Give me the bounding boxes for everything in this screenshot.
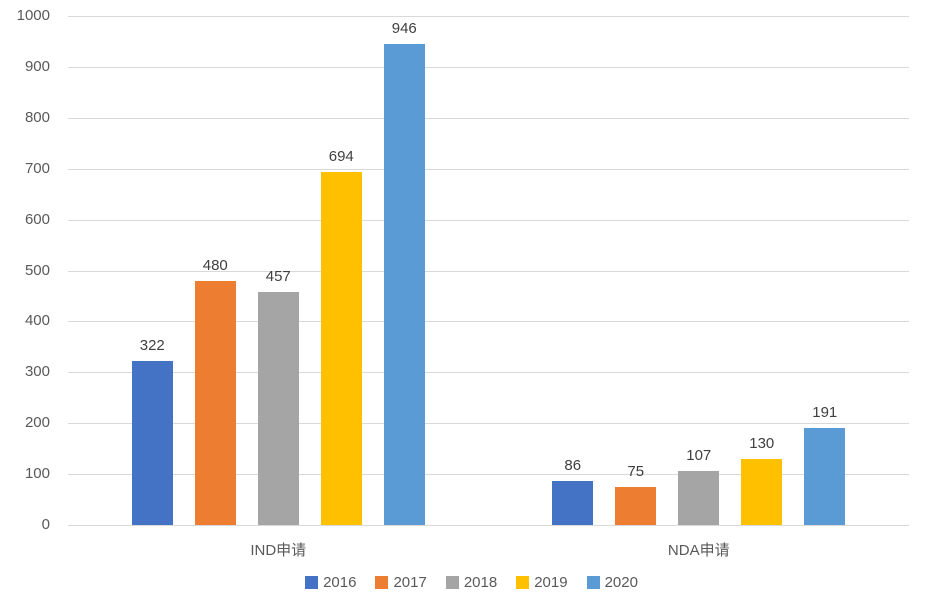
gridline (68, 474, 909, 476)
y-tick-label: 0 (41, 516, 50, 533)
y-tick-label: 400 (24, 312, 50, 330)
legend-label: 2016 (323, 574, 357, 591)
gridline (68, 16, 909, 17)
category-label: NDA申请 (667, 542, 730, 559)
legend-item-2017: 2017 (375, 574, 427, 591)
legend-swatch (445, 576, 459, 589)
bar-2019: 130 (741, 435, 783, 525)
bar-2020: 946 (383, 20, 425, 525)
gridline (68, 117, 909, 119)
legend: 2016 2017 2018 2019 2020 (0, 574, 943, 591)
bar-value-label: 75 (627, 462, 645, 480)
bar-value-label: 191 (812, 403, 838, 421)
bar-2018: 107 (678, 447, 720, 525)
gridline (68, 270, 909, 272)
bar-value-label: 107 (686, 446, 712, 464)
gridline (68, 168, 909, 170)
plot-area: 322 480 457 694 946 86 75 107 130 191 (68, 16, 910, 526)
gridline (68, 423, 909, 425)
legend-label: 2020 (604, 574, 638, 591)
x-axis: IND申请 NDA申请 (68, 539, 909, 559)
legend-swatch (516, 576, 530, 589)
y-tick-label: 700 (24, 159, 50, 177)
y-tick-label: 100 (24, 465, 50, 483)
y-tick-label: 600 (24, 210, 50, 228)
bar-2019: 694 (320, 148, 362, 525)
bar-2016: 322 (131, 337, 173, 525)
bar-value-label: 130 (749, 434, 775, 452)
bar-2016: 86 (552, 457, 594, 525)
bar-group: 86 75 107 130 191 (489, 16, 910, 525)
bar-2017: 75 (615, 463, 657, 525)
y-tick-label: 1000 (16, 7, 50, 24)
bar-value-label: 457 (265, 268, 291, 286)
legend-item-2018: 2018 (445, 574, 498, 591)
legend-swatch (375, 576, 389, 589)
legend-label: 2019 (534, 574, 568, 591)
y-tick-label: 200 (24, 414, 50, 432)
bar-value-label: 946 (391, 19, 417, 37)
gridline (68, 66, 909, 68)
legend-swatch (305, 576, 319, 589)
gridline (68, 321, 909, 323)
legend-label: 2017 (393, 574, 427, 591)
y-axis: 0 100 200 300 400 500 600 700 800 900 1000 (0, 7, 50, 533)
legend-label: 2018 (463, 574, 498, 591)
legend-item-2019: 2019 (516, 574, 568, 591)
bar-value-label: 480 (202, 256, 228, 274)
bar-value-label: 86 (564, 457, 582, 475)
y-tick-label: 500 (24, 261, 50, 279)
legend-swatch (586, 576, 600, 589)
y-tick-label: 800 (24, 108, 50, 126)
y-tick-label: 300 (24, 363, 50, 381)
gridline (68, 372, 909, 374)
x-axis-line (68, 525, 909, 526)
legend-item-2020: 2020 (586, 574, 638, 591)
y-tick-label: 900 (24, 57, 50, 75)
bar-2018: 457 (257, 268, 299, 525)
legend-item-2016: 2016 (305, 574, 356, 591)
bar-2020: 191 (804, 404, 846, 525)
category-label: IND申请 (250, 542, 307, 559)
bar-group: 322 480 457 694 946 (68, 16, 489, 525)
gridline (68, 219, 909, 221)
bar-value-label: 694 (328, 147, 354, 165)
bar-value-label: 322 (139, 337, 165, 355)
bar-2017: 480 (194, 257, 236, 525)
